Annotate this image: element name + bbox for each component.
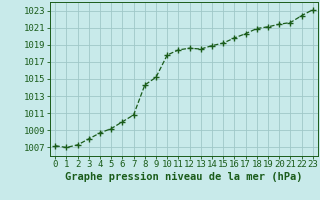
- X-axis label: Graphe pression niveau de la mer (hPa): Graphe pression niveau de la mer (hPa): [65, 172, 303, 182]
